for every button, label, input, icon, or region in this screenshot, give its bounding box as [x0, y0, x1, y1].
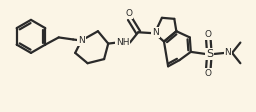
Text: S: S [206, 49, 213, 59]
Text: N: N [225, 48, 231, 57]
Text: O: O [205, 30, 212, 39]
Text: NH: NH [116, 38, 130, 47]
Text: N: N [78, 36, 85, 45]
Text: O: O [205, 69, 212, 78]
Text: O: O [125, 9, 132, 18]
Text: N: N [152, 28, 159, 37]
